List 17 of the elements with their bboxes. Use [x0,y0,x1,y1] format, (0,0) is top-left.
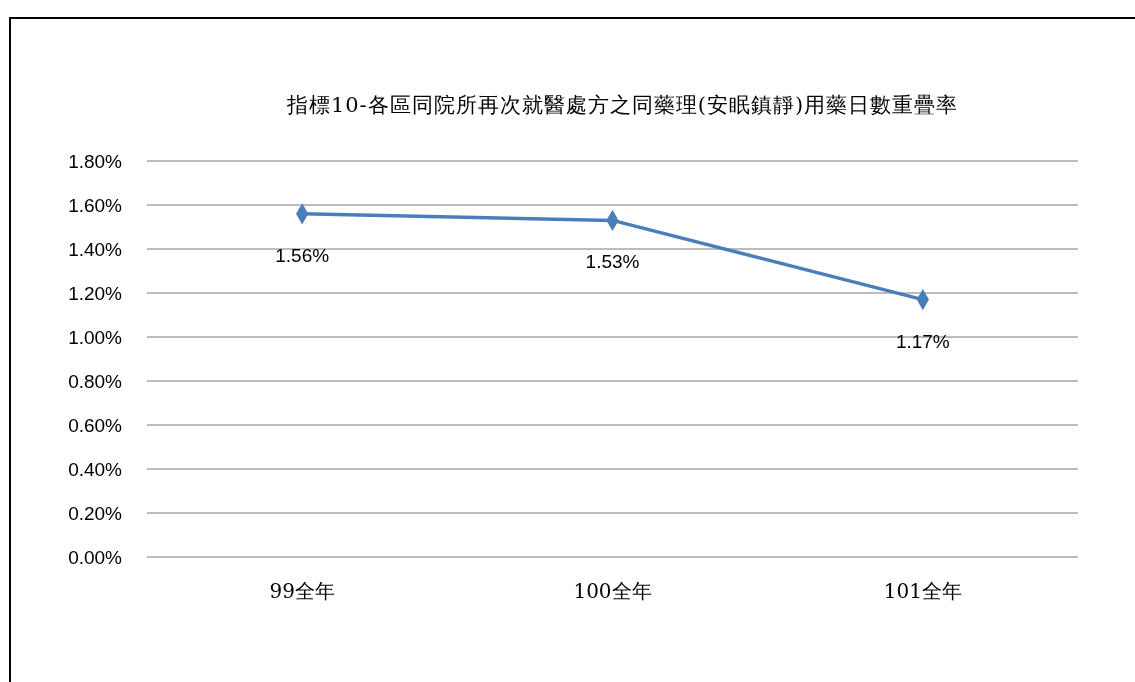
y-tick-label: 1.20% [68,282,123,304]
x-tick-label: 100全年 [573,579,652,603]
y-tick-label: 0.40% [68,458,123,480]
y-tick-label: 0.80% [68,370,123,392]
y-tick-label: 1.00% [68,326,123,348]
x-tick-label: 101全年 [883,579,962,603]
data-label: 1.53% [585,251,640,273]
y-tick-label: 1.40% [68,238,123,260]
chart-title: 指標10-各區同院所再次就醫處方之同藥理(安眠鎮靜)用藥日數重疊率 [285,93,959,117]
data-label: 1.17% [895,330,950,352]
y-tick-label: 0.20% [68,502,123,524]
y-tick-label: 0.00% [68,546,123,568]
data-label: 1.56% [275,244,330,266]
y-tick-label: 0.60% [68,414,123,436]
x-tick-label: 99全年 [269,579,335,603]
y-tick-label: 1.60% [68,194,123,216]
y-tick-label: 1.80% [68,150,123,172]
